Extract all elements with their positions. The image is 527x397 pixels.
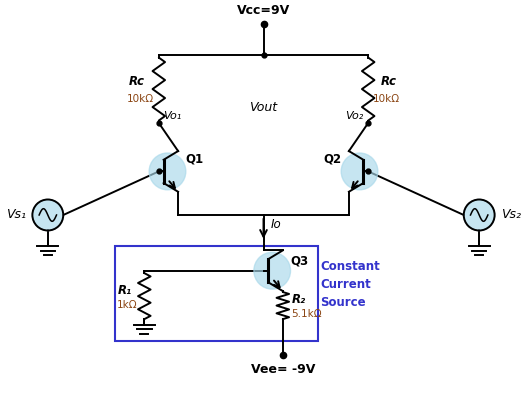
Circle shape	[254, 252, 290, 289]
Text: Vs₁: Vs₁	[6, 208, 26, 220]
Text: 10kΩ: 10kΩ	[127, 94, 154, 104]
Text: Q3: Q3	[290, 254, 308, 268]
Text: Q2: Q2	[324, 153, 341, 166]
Text: Rc: Rc	[129, 75, 145, 88]
Circle shape	[32, 200, 63, 231]
Text: Vo₂: Vo₂	[345, 111, 364, 121]
Text: R₂: R₂	[291, 293, 306, 306]
Text: Vee= -9V: Vee= -9V	[251, 363, 315, 376]
Text: 5.1kΩ: 5.1kΩ	[291, 309, 322, 319]
Text: Vs₂: Vs₂	[501, 208, 521, 220]
Text: Io: Io	[270, 218, 281, 231]
Text: Vcc=9V: Vcc=9V	[237, 4, 290, 17]
Text: Vout: Vout	[249, 101, 278, 114]
Circle shape	[341, 153, 378, 190]
Text: Rc: Rc	[380, 75, 396, 88]
Text: Vo₁: Vo₁	[163, 111, 182, 121]
Text: 1kΩ: 1kΩ	[117, 300, 138, 310]
Circle shape	[464, 200, 495, 231]
Text: 10kΩ: 10kΩ	[373, 94, 400, 104]
Bar	[115, 247, 318, 341]
Text: R₁: R₁	[118, 284, 132, 297]
Circle shape	[149, 153, 186, 190]
Text: Q1: Q1	[186, 153, 203, 166]
Text: Constant
Current
Source: Constant Current Source	[320, 260, 380, 308]
